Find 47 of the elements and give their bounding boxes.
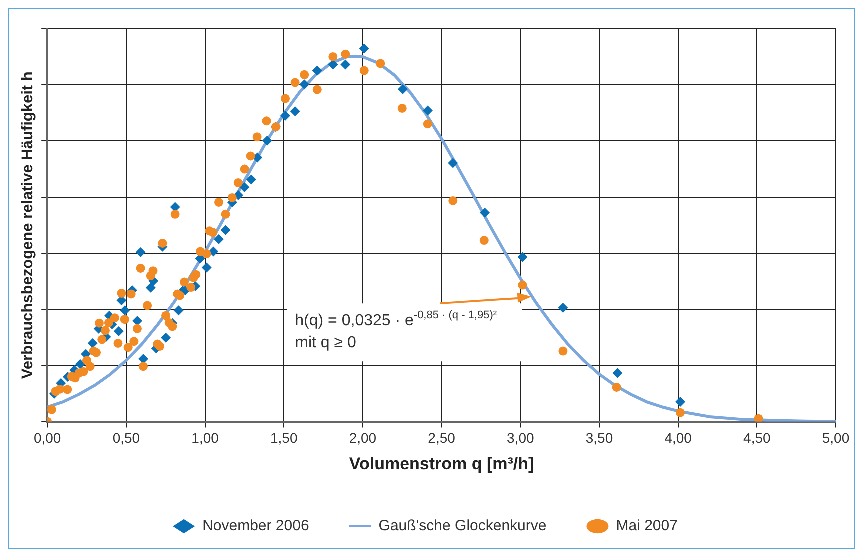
point [220, 225, 231, 236]
point [480, 208, 490, 218]
x-tick-label: 4,00 [664, 430, 692, 446]
point [612, 368, 623, 378]
point [120, 306, 130, 316]
point [312, 66, 322, 76]
point [328, 60, 338, 70]
x-tick-label: 0,50 [112, 430, 140, 446]
point [75, 359, 86, 370]
x-tick-label: 1,00 [192, 430, 220, 446]
legend-label: Gauß'sche Glockenkurve [378, 518, 547, 535]
legend-label: Mai 2007 [616, 518, 678, 535]
point [202, 262, 212, 273]
y-axis-title: Verbrauchsbezogene relative Häufigkeit h [20, 72, 37, 380]
x-tick-label: 2,50 [428, 430, 456, 446]
legend-label: November 2006 [202, 518, 310, 535]
x-tick-label: 2,00 [349, 430, 377, 446]
point [246, 174, 256, 185]
point [240, 182, 250, 193]
x-axis-title: Volumenstrom q [m³/h] [349, 454, 534, 474]
annotation: mit q ≥ 0 [295, 334, 356, 352]
point [174, 306, 184, 316]
point [300, 80, 310, 90]
x-tick-label: 1,50 [270, 430, 298, 446]
x-tick-label: 3,00 [507, 430, 534, 446]
point [290, 106, 300, 116]
point [214, 234, 224, 244]
point [448, 158, 458, 168]
point [88, 338, 98, 348]
point [558, 303, 568, 314]
point [114, 326, 124, 337]
point [398, 84, 408, 94]
point [340, 60, 351, 70]
point [422, 106, 433, 116]
point [161, 332, 172, 343]
point [136, 247, 146, 258]
x-tick-label: 3,50 [586, 430, 614, 446]
x-tick-label: 5,00 [822, 430, 850, 446]
point [280, 110, 291, 121]
point [676, 397, 686, 408]
point [518, 252, 528, 262]
x-tick-label: 0,00 [34, 430, 62, 446]
point [132, 316, 142, 326]
point [359, 44, 370, 54]
point [146, 282, 156, 293]
point [262, 136, 272, 146]
x-tick-label: 4,50 [744, 430, 771, 446]
